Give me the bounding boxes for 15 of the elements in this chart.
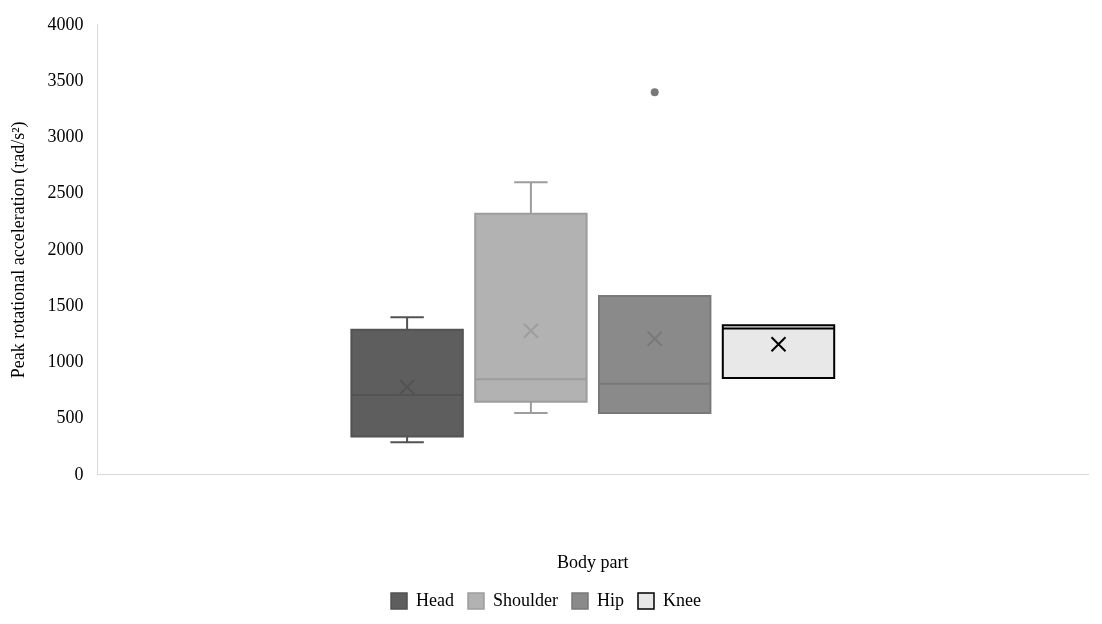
y-tick-label: 1500 — [47, 294, 84, 315]
y-tick-label: 2500 — [47, 182, 84, 203]
legend-label: Knee — [663, 589, 701, 610]
legend-label: Shoulder — [493, 589, 558, 610]
legend-label: Head — [416, 589, 455, 610]
legend-label: Hip — [597, 589, 624, 610]
x-axis-title: Body part — [557, 551, 629, 572]
y-axis-title: Peak rotational acceleration (rad/s²) — [7, 121, 29, 379]
y-tick-label: 500 — [56, 407, 84, 428]
y-tick-label: 3000 — [47, 126, 84, 147]
y-tick-label: 1000 — [47, 351, 84, 372]
y-tick-label: 2000 — [47, 238, 84, 259]
y-tick-label: 0 — [74, 463, 84, 484]
y-tick-label: 4000 — [47, 13, 84, 34]
y-tick-label: 3500 — [47, 69, 84, 90]
